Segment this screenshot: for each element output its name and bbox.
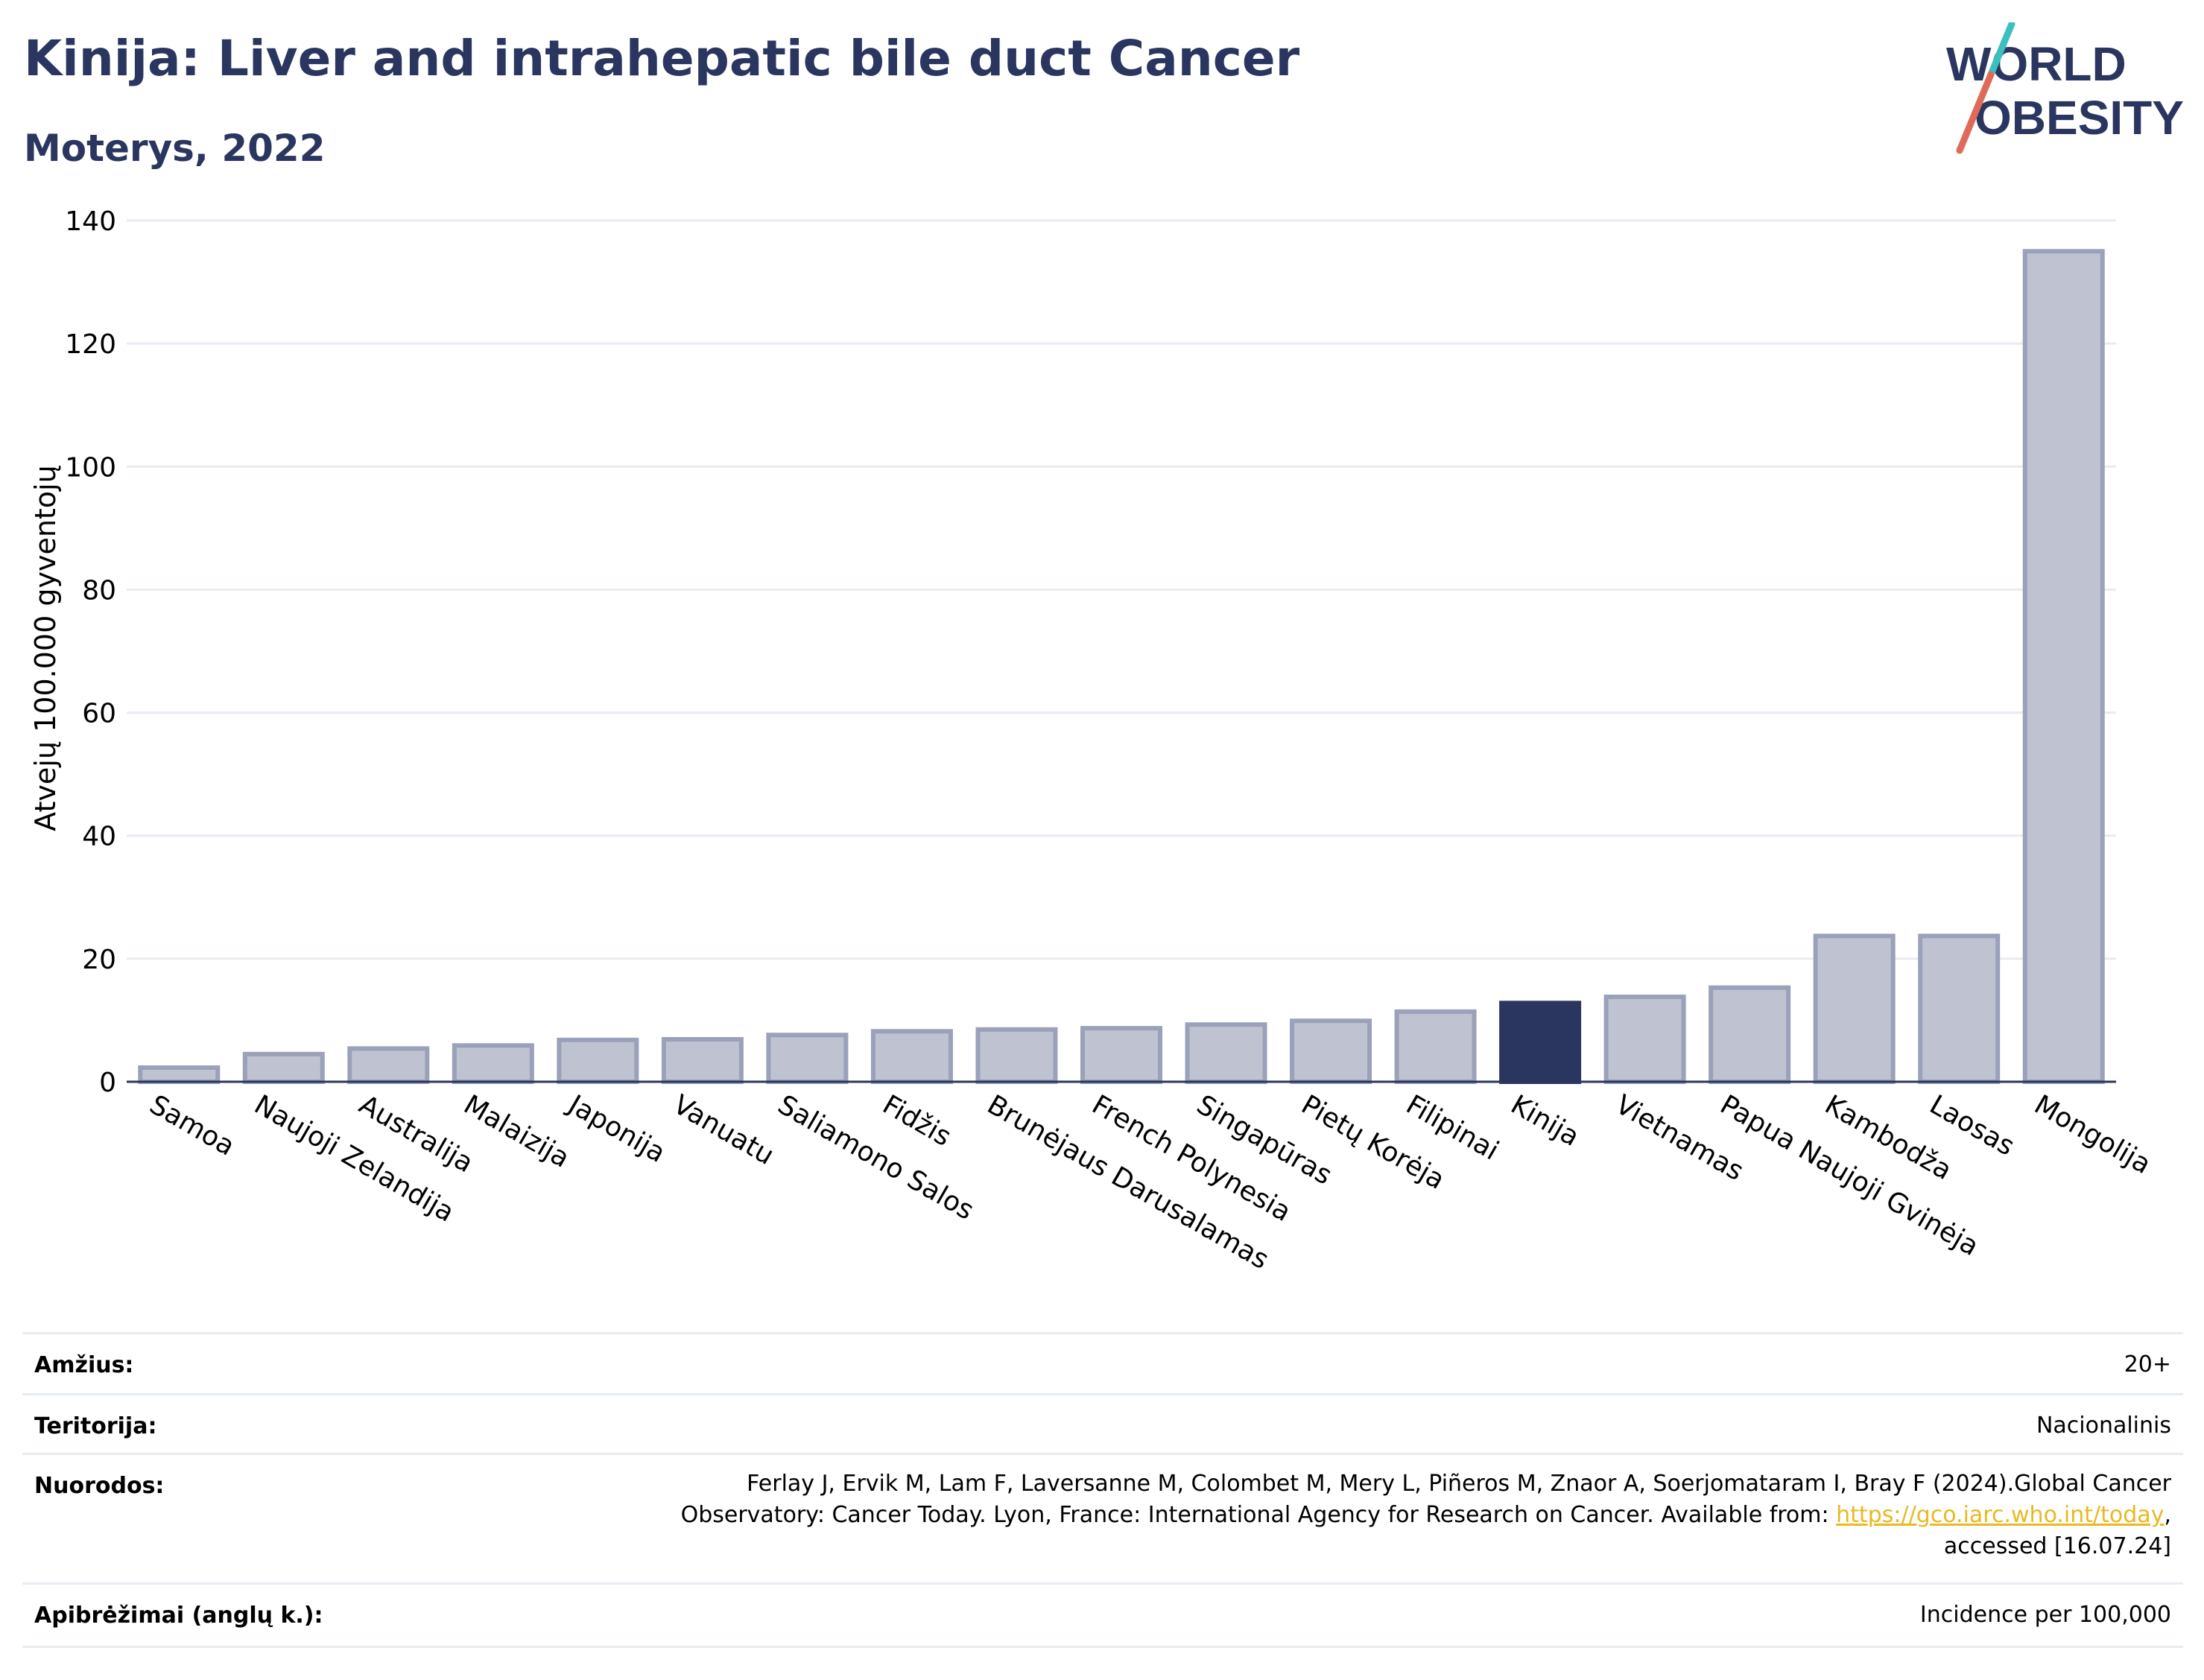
- meta-row-definitions: Apibrėžimai (anglų k.): Incidence per 10…: [22, 1582, 2183, 1648]
- meta-row-age: Amžius: 20+: [22, 1332, 2183, 1395]
- y-tick-label: 100: [65, 452, 116, 483]
- chart-title: Kinija: Liver and intrahepatic bile duct…: [24, 30, 1300, 87]
- x-tick-label: Kinija: [1506, 1089, 1585, 1153]
- bar-saliamono-salos: [766, 1033, 849, 1085]
- world-obesity-logo: WORLD OBESITY: [1946, 22, 2184, 154]
- x-tick-labels: Samoa Naujoji ZelandijaAustralijaMalaizij…: [145, 1088, 2156, 1275]
- references-line3: accessed [16.07.24]: [1943, 1533, 2171, 1559]
- x-tick-label: Japonija: [562, 1088, 671, 1169]
- references-line2: Observatory: Cancer Today. Lyon, France:…: [234, 1500, 2171, 1531]
- chart-subtitle: Moterys, 2022: [24, 127, 326, 170]
- bar-brunėjaus-darusalamas: [975, 1027, 1058, 1085]
- age-label: Amžius:: [34, 1352, 134, 1378]
- bars: [138, 249, 2105, 1085]
- bar-fidžis: [870, 1029, 953, 1084]
- bar-naujoji-zelandija: [242, 1051, 325, 1085]
- y-tick-label: 0: [99, 1068, 116, 1098]
- bar-samoa: [138, 1065, 221, 1084]
- y-tick-label: 80: [82, 575, 116, 606]
- y-tick-label: 140: [65, 206, 116, 237]
- definitions-label: Apibrėžimai (anglų k.):: [34, 1603, 323, 1629]
- bar-filipinai: [1394, 1009, 1477, 1084]
- bar-singapūras: [1185, 1022, 1267, 1085]
- y-tick-label: 120: [65, 329, 116, 360]
- references-line2-end: ,: [2164, 1502, 2171, 1528]
- bar-kinija: [1499, 1001, 1582, 1085]
- logo-line1: WORLD: [1946, 37, 2127, 91]
- bar-japonija: [557, 1037, 639, 1085]
- bar-vietnamas: [1603, 995, 1686, 1084]
- x-tick-label: Samoa: [145, 1089, 240, 1162]
- y-tick-label: 40: [82, 822, 116, 852]
- x-tick-label: Fidžis: [877, 1089, 956, 1153]
- bar-chart: 0 20 40 60 80 100 120 140 Samoa Naujoji Zelandij…: [29, 206, 2156, 1275]
- references-value: Ferlay J, Ervik M, Lam F, Laversanne M, …: [234, 1468, 2171, 1562]
- logo-slash-teal: [1987, 22, 2015, 78]
- references-label: Nuorodos:: [34, 1473, 165, 1499]
- y-tick-label: 20: [82, 945, 116, 975]
- grid-lines: [127, 219, 2116, 960]
- x-tick-label: Vanuatu: [668, 1089, 779, 1171]
- bar-pietų-korėja: [1290, 1018, 1372, 1084]
- bar-australija: [347, 1046, 430, 1084]
- bar-kambodža: [1813, 933, 1896, 1084]
- definitions-value: Incidence per 100,000: [1919, 1602, 2171, 1628]
- logo-line2: OBESITY: [1975, 91, 2184, 145]
- x-tick-label: Naujoji Zelandija: [249, 1089, 459, 1228]
- bar-french-polynesia: [1080, 1026, 1162, 1084]
- x-tick-label: Saliamono Salos: [773, 1089, 979, 1226]
- y-axis-label: Atvejų 100.000 gyventojų: [29, 465, 62, 831]
- bar-papua-naujoji-gvinėja: [1709, 985, 1791, 1085]
- y-tick-labels: 0 20 40 60 80 100 120 140: [65, 206, 116, 1098]
- x-tick-label: Malaizija: [458, 1089, 574, 1174]
- references-link[interactable]: https://gco.iarc.who.int/today: [1836, 1502, 2165, 1528]
- age-value: 20+: [2124, 1351, 2171, 1378]
- bar-vanuatu: [661, 1037, 744, 1085]
- references-line2-text: Observatory: Cancer Today. Lyon, France:…: [680, 1502, 1837, 1528]
- x-tick-label: Mongolija: [2029, 1089, 2156, 1180]
- meta-row-references: Nuorodos: Ferlay J, Ervik M, Lam F, Lave…: [22, 1453, 2183, 1585]
- logo-slash-red: [1956, 71, 1995, 154]
- territory-value: Nacionalinis: [2036, 1413, 2171, 1439]
- y-tick-label: 60: [82, 699, 116, 729]
- meta-row-territory: Teritorija: Nacionalinis: [22, 1393, 2183, 1455]
- references-line1: Ferlay J, Ervik M, Lam F, Laversanne M, …: [747, 1471, 2171, 1497]
- bar-mongolija: [2022, 249, 2105, 1084]
- bar-malaizija: [452, 1043, 534, 1084]
- bar-laosas: [1918, 933, 2001, 1084]
- territory-label: Teritorija:: [34, 1413, 157, 1439]
